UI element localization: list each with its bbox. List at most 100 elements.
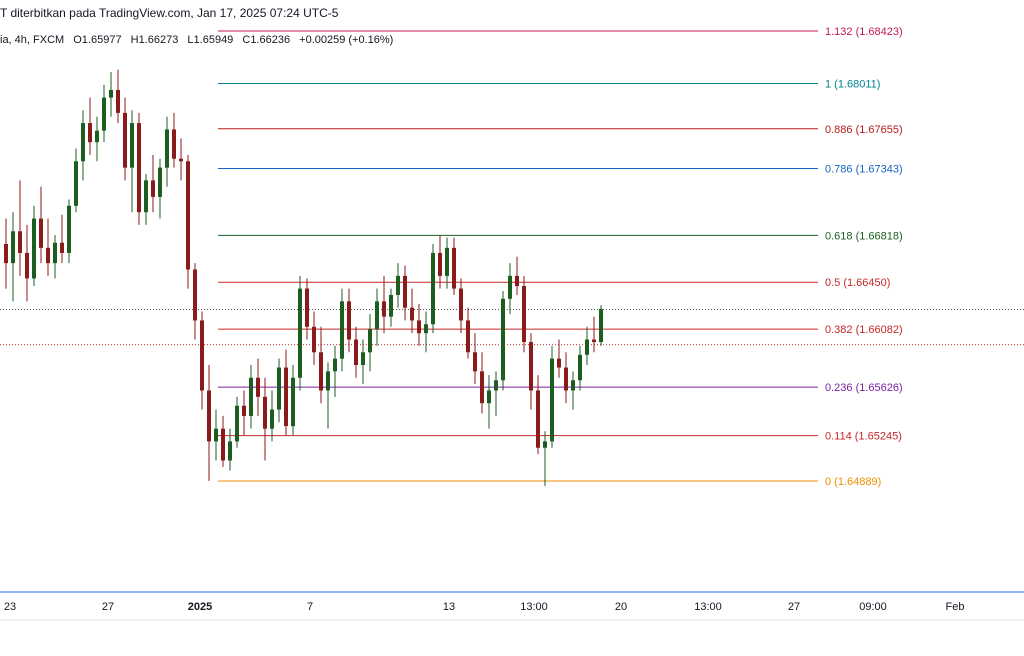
candle-76 — [536, 375, 540, 455]
candle-body — [32, 218, 36, 279]
candle-body — [284, 367, 288, 427]
fib-label-1: 1 (1.68011) — [825, 78, 880, 90]
candle-59 — [417, 303, 421, 346]
candle-32 — [228, 428, 232, 471]
fibonacci-retracement[interactable]: 1.132 (1.68423) 1 (1.68011) 0.886 (1.67655… — [218, 26, 903, 488]
candle-body — [536, 390, 540, 448]
candle-81 — [571, 371, 575, 410]
time-tick-label-10: Feb — [946, 601, 965, 613]
candle-62 — [438, 235, 442, 289]
time-tick-label-5: 13:00 — [520, 601, 548, 613]
candle-53 — [375, 288, 379, 346]
candle-56 — [396, 263, 400, 308]
candle-body — [410, 307, 414, 321]
candle-body — [249, 377, 253, 416]
time-tick-label-6: 20 — [615, 601, 627, 613]
candle-41 — [291, 364, 295, 436]
candle-44 — [312, 311, 316, 365]
candle-body — [473, 352, 477, 372]
candle-30 — [214, 409, 218, 461]
candle-body — [445, 247, 449, 276]
candle-body — [39, 218, 43, 248]
candle-body — [564, 367, 568, 391]
candle-65 — [459, 278, 463, 334]
time-tick-label-2: 2025 — [188, 601, 212, 613]
candle-body — [11, 231, 15, 264]
candle-15 — [109, 72, 113, 117]
candle-body — [25, 252, 29, 279]
candle-body — [165, 129, 169, 168]
ohlc-change: +0.00259 (+0.16%) — [299, 34, 394, 46]
candle-21 — [151, 154, 155, 213]
time-axis[interactable]: 23 27 2025 7 13 13:00 20 13:00 27 09:00 Feb — [0, 591, 1024, 621]
candle-body — [340, 301, 344, 359]
fib-label-3: 0.786 (1.67343) — [825, 164, 903, 176]
fib-label-2: 0.886 (1.67655) — [825, 124, 903, 136]
candle-body — [109, 89, 113, 98]
fib-label-9: 0 (1.64889) — [825, 476, 881, 488]
candle-46 — [326, 362, 330, 429]
candle-body — [256, 377, 260, 397]
candle-64 — [452, 237, 456, 295]
candle-0 — [4, 218, 8, 289]
candle-body — [312, 326, 316, 353]
candle-body — [263, 396, 267, 429]
fib-label-8: 0.114 (1.65245) — [825, 431, 902, 443]
fib-label-0: 1.132 (1.68423) — [825, 26, 903, 38]
candle-body — [389, 294, 393, 317]
candle-body — [137, 123, 141, 213]
candle-58 — [410, 288, 414, 334]
candle-57 — [403, 265, 407, 321]
published-text: T diterbitkan pada TradingView.com, Jan … — [0, 6, 339, 20]
candle-body — [298, 288, 302, 378]
time-tick-label-1: 27 — [102, 601, 114, 613]
candle-body — [214, 428, 218, 442]
ohlc-close: C1.66236 — [242, 34, 291, 46]
candle-body — [242, 405, 246, 416]
candle-body — [95, 130, 99, 143]
candle-body — [459, 288, 463, 321]
candle-43 — [305, 278, 309, 340]
ohlc-low: L1.65949 — [187, 34, 234, 46]
candle-body — [403, 275, 407, 308]
candle-82 — [578, 345, 582, 391]
candle-body — [221, 428, 225, 461]
candle-3 — [25, 224, 29, 302]
candle-66 — [466, 307, 470, 359]
candle-55 — [389, 288, 393, 327]
candle-body — [291, 377, 295, 427]
candle-body — [151, 180, 155, 197]
candle-body — [81, 123, 85, 162]
candle-body — [543, 441, 547, 448]
candle-body — [361, 352, 365, 365]
candle-73 — [515, 256, 519, 295]
candle-84 — [592, 316, 596, 353]
candle-body — [431, 252, 435, 325]
candle-body — [550, 358, 554, 442]
candle-body — [46, 247, 50, 264]
candle-50 — [354, 326, 358, 378]
candle-body — [4, 244, 8, 264]
candle-5 — [39, 186, 43, 264]
candle-61 — [431, 244, 435, 334]
candle-body — [277, 367, 281, 410]
candle-27 — [193, 263, 197, 340]
ohlc-legend: ia, 4h, FXCM O1.65977 H1.66273 L1.65949 … — [0, 34, 399, 46]
candle-body — [18, 231, 22, 253]
candle-body — [333, 358, 337, 372]
candle-37 — [263, 377, 267, 461]
candle-19 — [137, 112, 141, 225]
candle-body — [557, 358, 561, 368]
candle-body — [375, 301, 379, 330]
candle-70 — [494, 371, 498, 416]
candle-body — [60, 242, 64, 253]
candle-9 — [67, 199, 71, 264]
candle-77 — [543, 431, 547, 486]
candle-68 — [480, 352, 484, 414]
candle-body — [396, 275, 400, 295]
candle-body — [578, 354, 582, 381]
candle-17 — [123, 97, 127, 181]
candle-body — [67, 205, 71, 253]
candle-75 — [529, 333, 533, 410]
